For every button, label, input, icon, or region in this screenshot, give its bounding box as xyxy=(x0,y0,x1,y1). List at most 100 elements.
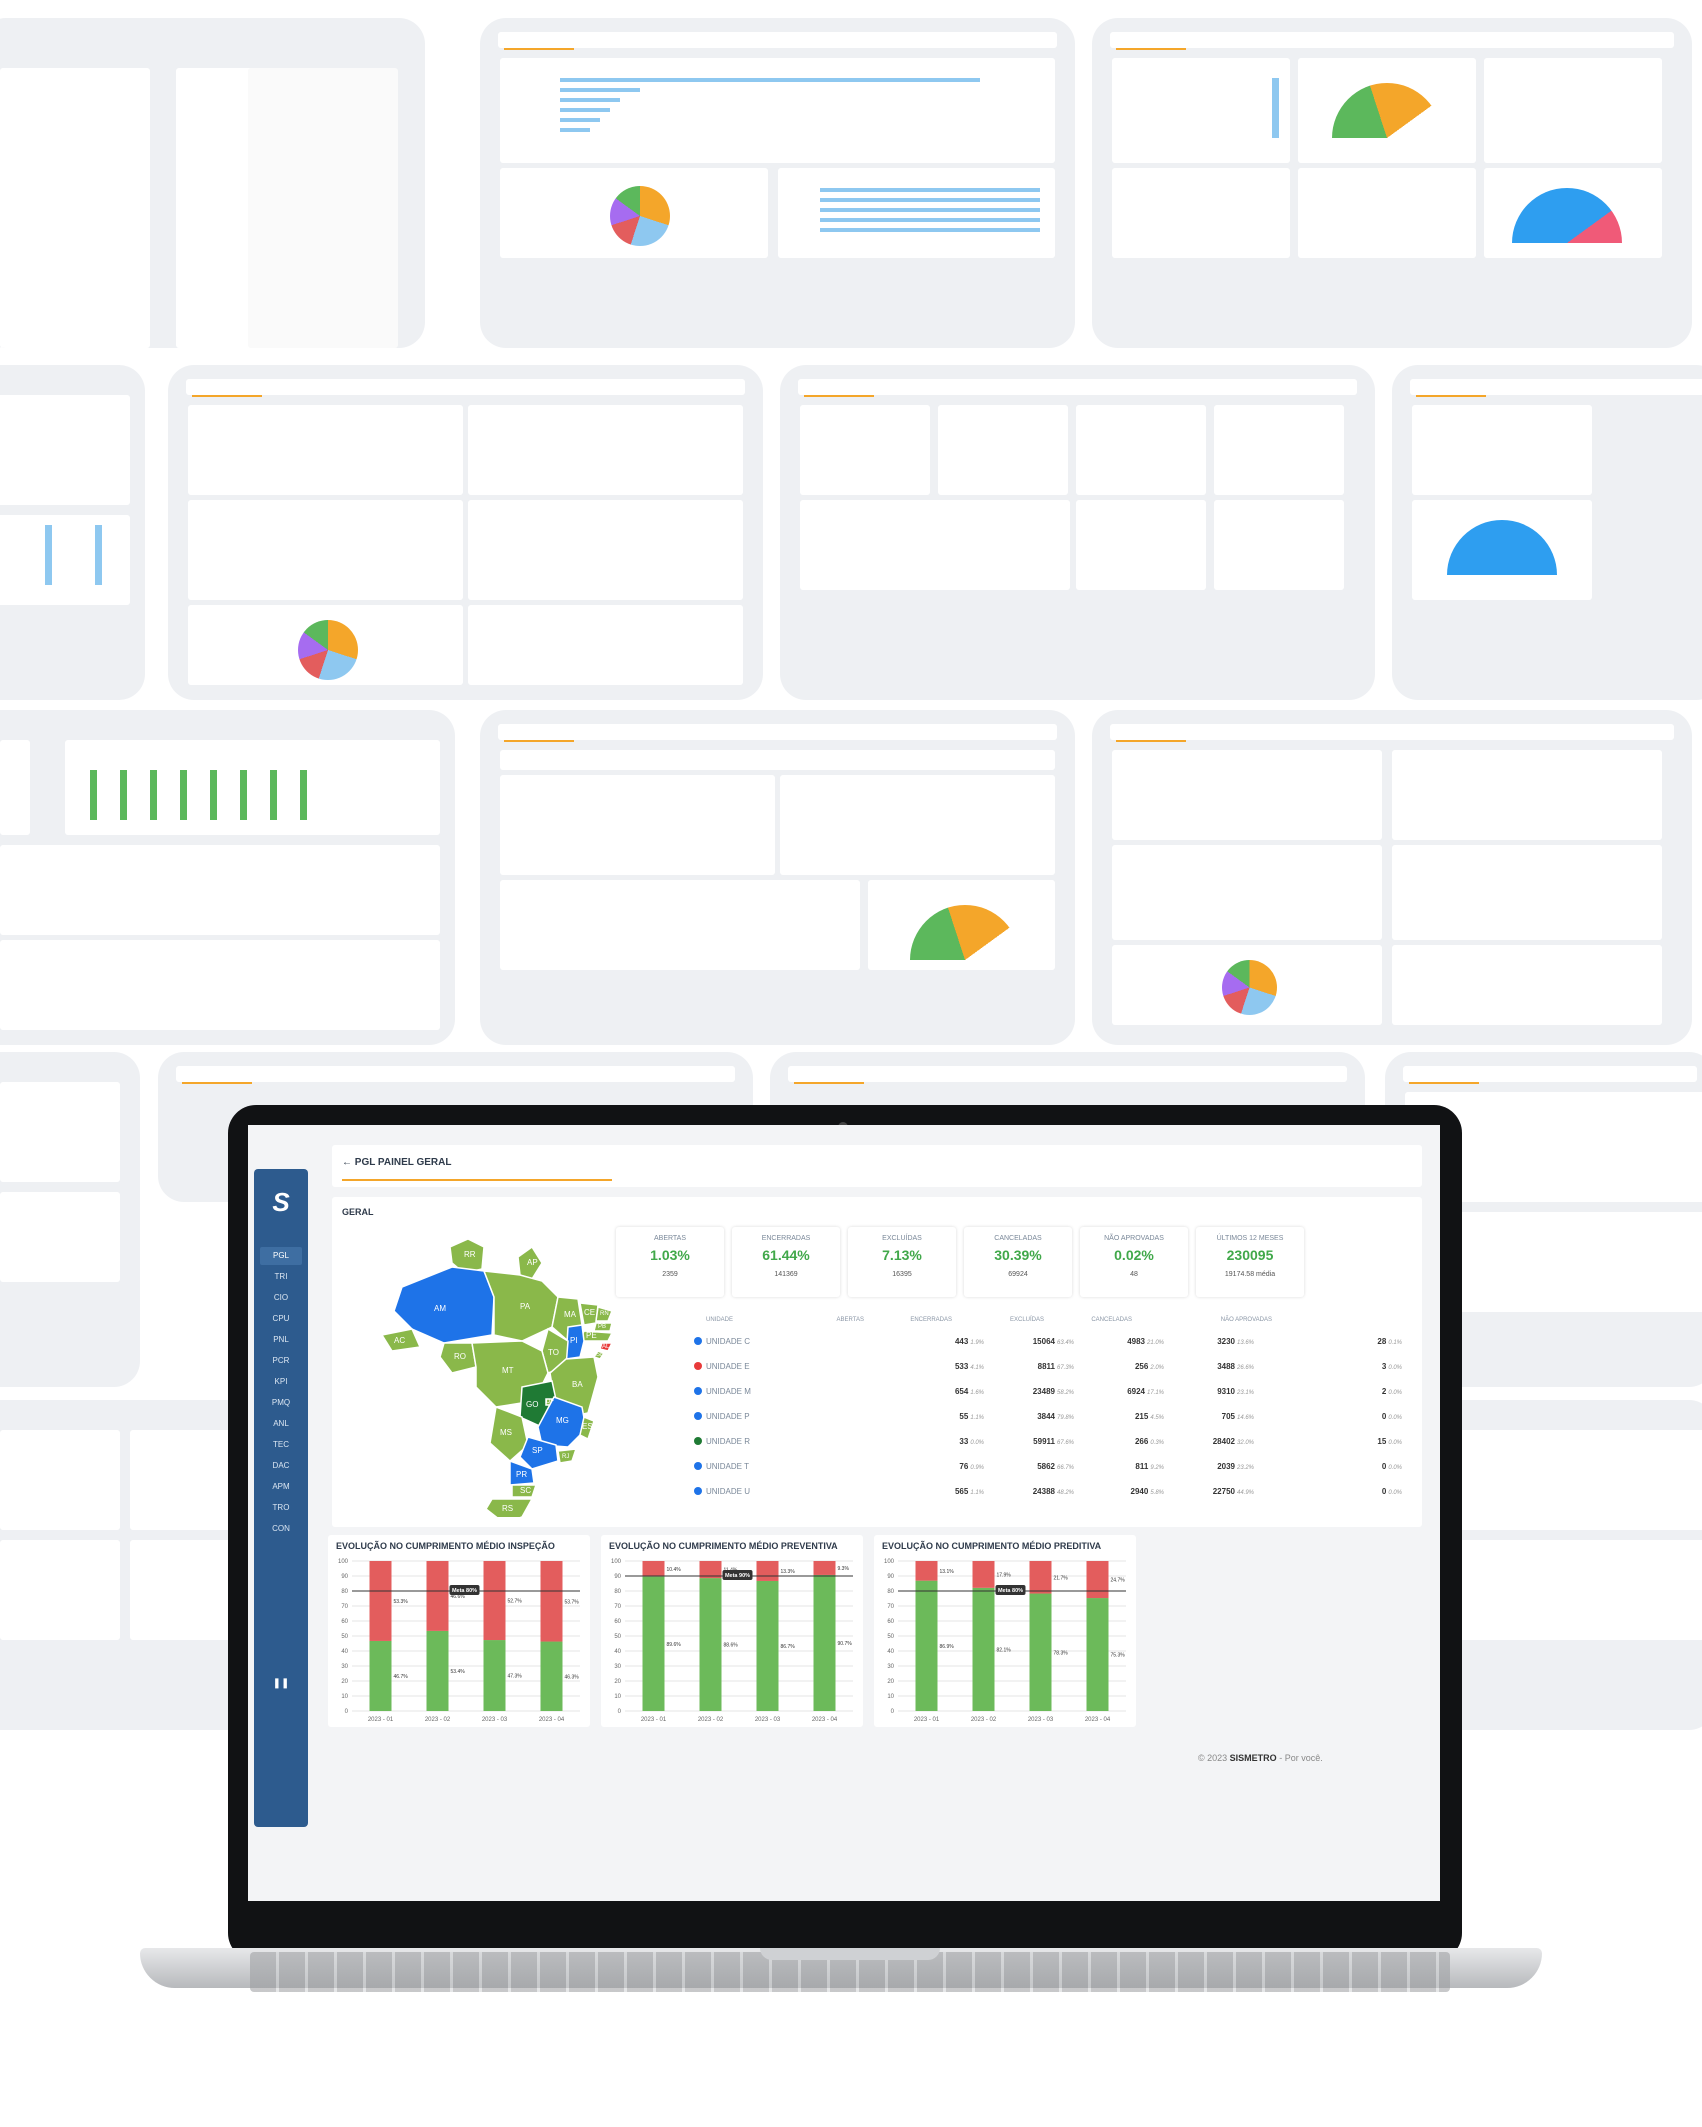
bar-segment-green[interactable] xyxy=(699,1578,722,1711)
sidebar-item-cio[interactable]: CIO xyxy=(273,1293,289,1302)
pause-icon[interactable]: ❚❚ xyxy=(272,1678,290,1689)
bar-segment-green[interactable] xyxy=(483,1640,506,1711)
map-state-sp[interactable] xyxy=(519,1436,559,1470)
data-label: 46.7% xyxy=(394,1674,409,1680)
kpi-label: ABERTAS xyxy=(653,1235,687,1242)
target-badge xyxy=(995,1585,1026,1595)
sidebar-item-pmq[interactable]: PMQ xyxy=(271,1398,291,1407)
sidebar-item-dac[interactable]: DAC xyxy=(272,1461,290,1470)
table-row[interactable]: UNIDADE T 76 0.9% 5862 66.7% 811 9.2% 2039 23.2%… xyxy=(694,1458,1408,1476)
kpi-card[interactable]: ÚLTIMOS 12 MESES 230095 19174.58 média xyxy=(1196,1227,1304,1297)
bar-segment-green[interactable] xyxy=(915,1580,938,1711)
bar-segment-green[interactable] xyxy=(426,1630,449,1711)
unit-color-dot xyxy=(694,1412,702,1420)
map-state-rn[interactable] xyxy=(595,1306,614,1322)
bar-segment-red[interactable] xyxy=(1086,1561,1109,1599)
bar-segment-red[interactable] xyxy=(369,1561,392,1641)
data-label: 13.1% xyxy=(940,1569,955,1575)
back-link[interactable]: ← PGL PAINEL GERAL xyxy=(342,1157,451,1168)
sidebar-item-pcr[interactable]: PCR xyxy=(272,1356,290,1365)
bar-segment-red[interactable] xyxy=(540,1561,563,1642)
bar-segment-green[interactable] xyxy=(540,1641,563,1711)
sidebar-item-pnl[interactable]: PNL xyxy=(273,1335,289,1344)
table-row[interactable]: UNIDADE P 55 1.1% 3844 79.8% 215 4.5% 705 14.6% 0… xyxy=(694,1408,1408,1426)
sidebar-item-anl[interactable]: ANL xyxy=(273,1419,289,1428)
map-state-rj[interactable] xyxy=(557,1448,578,1464)
map-state-ap[interactable] xyxy=(517,1245,543,1280)
table-row[interactable]: UNIDADE E 533 4.1% 8811 67.3% 256 2.0% 3488 26.6… xyxy=(694,1358,1408,1376)
sismetro-logo-icon[interactable]: S xyxy=(272,1187,290,1217)
sidebar-item-con[interactable]: CON xyxy=(272,1524,290,1533)
kpi-card[interactable]: ABERTAS 1.03% 2359 xyxy=(616,1227,724,1297)
map-label-sc: SC xyxy=(520,1486,531,1495)
sidebar-item-tec[interactable]: TEC xyxy=(273,1440,289,1449)
table-row[interactable]: UNIDADE C 443 1.9% 15064 63.4% 4983 21.0% 3230 1… xyxy=(694,1333,1408,1351)
sidebar-item-pgl[interactable]: PGL xyxy=(260,1247,302,1265)
unit-color-dot xyxy=(694,1337,702,1345)
kpi-label: CANCELADAS xyxy=(994,1235,1042,1242)
bar-segment-red[interactable] xyxy=(1029,1561,1052,1594)
kpi-card[interactable]: CANCELADAS 30.39% 69924 xyxy=(964,1227,1072,1297)
kpi-card[interactable]: NÃO APROVADAS 0.02% 48 xyxy=(1080,1227,1188,1297)
collage-tile xyxy=(0,1052,140,1387)
map-state-pr[interactable] xyxy=(509,1459,535,1486)
table-cell: 215 4.5% xyxy=(1134,1412,1164,1421)
laptop-base-notch xyxy=(760,1948,940,1960)
table-cell: 28 0.1% xyxy=(1377,1337,1402,1346)
map-state-ms[interactable] xyxy=(489,1405,529,1463)
map-state-rr[interactable] xyxy=(449,1238,485,1274)
map-state-es[interactable] xyxy=(579,1415,595,1441)
sidebar-item-tri[interactable]: TRI xyxy=(274,1272,288,1281)
map-state-sc[interactable] xyxy=(511,1484,538,1498)
bar-segment-green[interactable] xyxy=(642,1576,665,1711)
bar-segment-red[interactable] xyxy=(972,1561,995,1588)
kpi-card[interactable]: EXCLUÍDAS 7.13% 16395 xyxy=(848,1227,956,1297)
map-state-al[interactable] xyxy=(599,1342,614,1352)
bar-segment-red[interactable] xyxy=(813,1561,836,1575)
table-header: ABERTAS xyxy=(836,1317,864,1323)
bar-segment-green[interactable] xyxy=(1029,1593,1052,1711)
map-state-pb[interactable] xyxy=(593,1322,613,1332)
data-label: 9.3% xyxy=(838,1566,850,1572)
map-state-rs[interactable] xyxy=(485,1498,534,1517)
table-row[interactable]: UNIDADE U 565 1.1% 24388 48.2% 2940 5.8% 22750 4… xyxy=(694,1483,1408,1501)
bar-segment-green[interactable] xyxy=(813,1574,836,1711)
sidebar-item-cpu[interactable]: CPU xyxy=(272,1314,290,1323)
data-label: 24.7% xyxy=(1111,1578,1126,1584)
table-cell: 705 14.6% xyxy=(1221,1412,1254,1421)
map-state-am[interactable] xyxy=(393,1266,495,1344)
table-cell: 2039 23.2% xyxy=(1217,1462,1254,1471)
bar-segment-red[interactable] xyxy=(699,1561,722,1579)
bar-segment-red[interactable] xyxy=(756,1561,779,1581)
bar-segment-green[interactable] xyxy=(1086,1598,1109,1711)
table-row[interactable]: UNIDADE M 654 1.6% 23489 58.2% 6924 17.1% 9310 2… xyxy=(694,1383,1408,1401)
sidebar-item-tro[interactable]: TRO xyxy=(272,1503,290,1512)
sidebar-item-apm[interactable]: APM xyxy=(272,1482,290,1491)
y-tick-label: 30 xyxy=(341,1664,348,1670)
map-state-ro[interactable] xyxy=(439,1342,477,1374)
map-label-rs: RS xyxy=(502,1504,513,1513)
table-row[interactable]: UNIDADE R 33 0.0% 59911 67.6% 266 0.3% 28402 32.… xyxy=(694,1433,1408,1451)
bar-segment-red[interactable] xyxy=(426,1561,449,1631)
kpi-card[interactable]: ENCERRADAS 61.44% 141369 xyxy=(732,1227,840,1297)
sidebar-item-kpi[interactable]: KPI xyxy=(274,1377,288,1386)
map-label-rr: RR xyxy=(464,1250,476,1259)
y-tick-label: 40 xyxy=(887,1649,894,1655)
bar-segment-green[interactable] xyxy=(756,1580,779,1711)
chart-card: EVOLUÇÃO NO CUMPRIMENTO MÉDIO PREDITIVA 1… xyxy=(874,1535,1136,1727)
footer-brand[interactable]: SISMETRO xyxy=(1229,1753,1277,1763)
bar-segment-red[interactable] xyxy=(915,1561,938,1581)
y-tick-label: 10 xyxy=(887,1694,894,1700)
x-tick-label: 2023 - 04 xyxy=(1085,1717,1111,1723)
bar-segment-green[interactable] xyxy=(972,1587,995,1711)
sidebar: S PGL TRI CIO CPU PNL PCR KPI PMQ ANL TEC DAC APM TR… xyxy=(254,1169,308,1827)
map-state-se[interactable] xyxy=(592,1350,606,1360)
bar-segment-green[interactable] xyxy=(369,1640,392,1711)
map-state-ac[interactable] xyxy=(380,1328,422,1352)
data-label: 47.3% xyxy=(508,1674,523,1680)
map-state-mg[interactable] xyxy=(537,1396,587,1448)
bar-segment-red[interactable] xyxy=(483,1561,506,1641)
bar-segment-red[interactable] xyxy=(642,1561,665,1577)
collage-tile xyxy=(1092,710,1692,1045)
